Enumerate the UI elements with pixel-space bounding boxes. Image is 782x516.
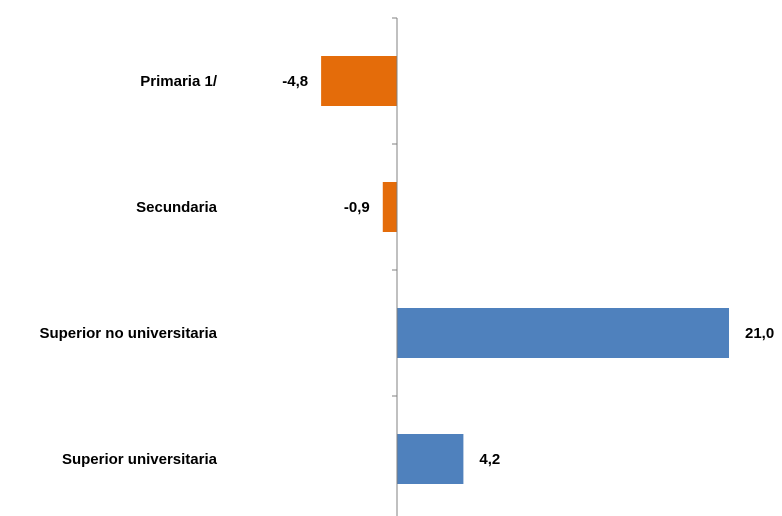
bar-superior-universitaria	[397, 434, 464, 484]
category-label-secundaria: Secundaria	[136, 199, 218, 216]
category-axis	[392, 17, 398, 516]
bar-superior-no-universitaria	[397, 308, 730, 358]
data-labels-group: -4,8 -0,9 21,0 4,2	[282, 73, 774, 468]
bar-primaria-1	[321, 56, 397, 106]
category-label-superior-no-universitaria: Superior no universitaria	[39, 325, 217, 342]
category-labels-group: Primaria 1/Secundaria Superior no univers…	[39, 73, 217, 468]
bars-group	[321, 56, 730, 484]
category-label-superior-universitaria: Superior universitaria	[62, 451, 218, 468]
bar-secundaria	[382, 182, 397, 232]
data-label-superior-universitaria: 4,2	[479, 451, 500, 468]
data-label-superior-no-universitaria: 21,0	[745, 325, 774, 342]
data-label-secundaria: -0,9	[344, 199, 370, 216]
category-label-primaria-1: Primaria 1/	[140, 73, 218, 90]
data-label-primaria-1: -4,8	[282, 73, 308, 90]
